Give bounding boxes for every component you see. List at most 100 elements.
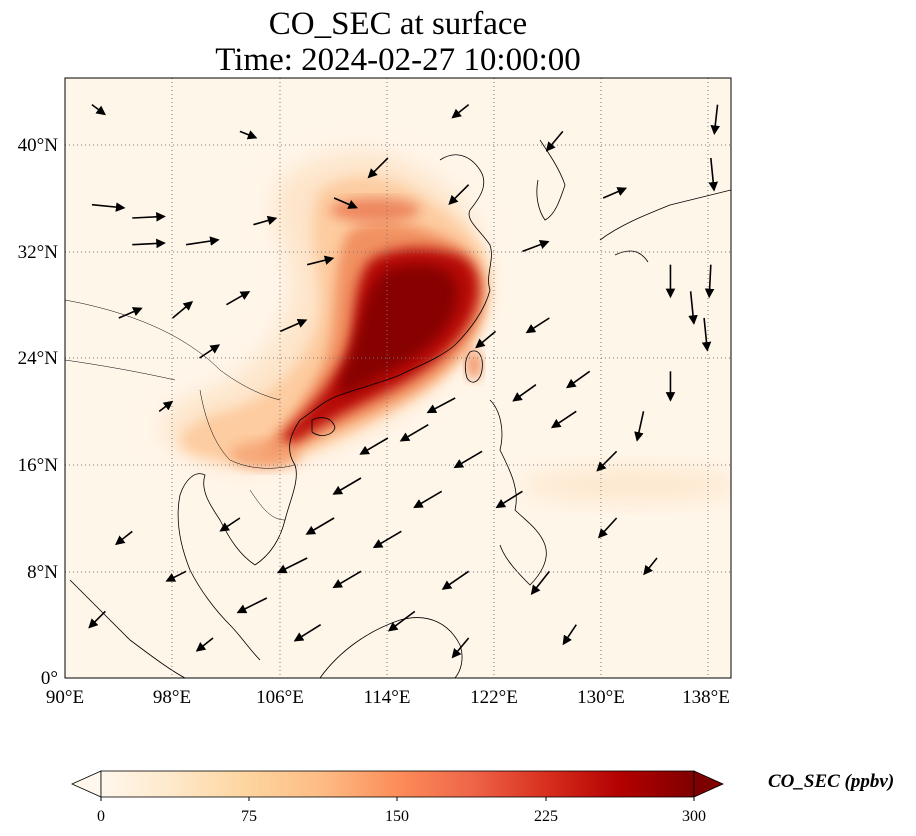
wind-arrow (219, 517, 241, 532)
title-line1: CO_SEC at surface (268, 6, 528, 42)
wind-arrow (332, 477, 362, 495)
wind-arrow (293, 623, 322, 642)
lat-tick-label: 24°N (18, 348, 59, 369)
plume-ocean-band (520, 467, 731, 503)
lon-tick-label: 122°E (470, 687, 518, 708)
wind-vectors (88, 104, 720, 659)
lat-tick-label: 8°N (27, 562, 58, 583)
wind-arrow (596, 450, 618, 472)
map-area (65, 78, 731, 678)
wind-arrow (701, 317, 712, 352)
lat-tick-label: 16°N (18, 455, 59, 476)
wind-arrow (562, 624, 577, 646)
wind-arrow (495, 490, 523, 509)
coastline-philippines (489, 399, 547, 586)
lat-tick-label: 32°N (18, 242, 59, 263)
wind-arrow (132, 212, 166, 222)
coastline-thailand (177, 473, 256, 571)
colorbar-tick-label: 300 (682, 808, 706, 825)
title-line2: Time: 2024-02-27 10:00:00 (215, 42, 581, 78)
coastline-hainan (311, 417, 336, 436)
colorbar-tick-label: 225 (534, 808, 558, 825)
wind-arrow (88, 610, 106, 629)
concentration-field (162, 150, 731, 503)
wind-arrow (359, 437, 389, 455)
wind-arrow (172, 300, 194, 319)
colorbar-extend-max (693, 770, 724, 798)
wind-arrow (372, 530, 402, 549)
wind-arrow (597, 517, 618, 539)
wind-arrow (158, 400, 174, 412)
wind-arrow (475, 330, 497, 349)
lon-tick-label: 114°E (364, 687, 411, 708)
coastline-korea (536, 139, 566, 221)
wind-arrow (236, 597, 268, 614)
wind-arrow (226, 291, 251, 306)
wind-arrow (253, 215, 278, 226)
border-lines (65, 299, 296, 521)
lon-tick-label: 130°E (577, 687, 625, 708)
coastline-malay (189, 569, 261, 661)
wind-arrow (132, 238, 166, 249)
colorbar-tick-label: 0 (97, 808, 105, 825)
wind-arrow (602, 187, 628, 199)
wind-arrow (118, 307, 143, 319)
wind-arrow (451, 104, 470, 119)
wind-arrow (688, 291, 698, 325)
wind-arrow (530, 570, 550, 595)
wind-arrow (306, 255, 335, 266)
wind-arrow (525, 317, 550, 334)
colorbar-gradient (100, 770, 695, 798)
wind-arrow (413, 490, 443, 509)
coastline-indochina (254, 419, 301, 566)
lon-tick-label: 106°E (256, 687, 304, 708)
wind-arrow (634, 411, 645, 442)
wind-arrow (643, 557, 658, 576)
wind-arrow (185, 236, 220, 246)
graticule (65, 78, 731, 678)
coastline-japan (599, 189, 731, 263)
wind-arrow (332, 570, 362, 589)
wind-arrow (115, 530, 133, 546)
lon-tick-label: 98°E (153, 687, 191, 708)
wind-arrow (387, 610, 416, 632)
wind-arrow (91, 104, 106, 116)
coastline-sumatra (69, 579, 186, 678)
plume-peak (339, 264, 458, 396)
axis-labels: 90°E 98°E 106°E 114°E 122°E 130°E 138°E … (18, 135, 730, 708)
colorbar-extend-min (71, 770, 102, 798)
lon-tick-label: 90°E (46, 687, 84, 708)
wind-arrow (399, 423, 429, 442)
plume-vietnam (230, 441, 300, 469)
wind-arrow (276, 557, 308, 574)
coastline-taiwan (464, 350, 483, 383)
wind-arrow (441, 570, 470, 590)
wind-arrow (522, 240, 550, 253)
colorbar: 0 75 150 225 300 (71, 770, 724, 825)
lat-tick-label: 40°N (18, 135, 59, 156)
wind-arrow (708, 157, 718, 192)
wind-arrow (367, 157, 389, 179)
wind-arrow (333, 197, 358, 209)
wind-arrow (279, 318, 308, 333)
wind-arrow (239, 130, 258, 140)
coastline-china (299, 154, 492, 421)
wind-arrow (448, 184, 470, 205)
lat-tick-label: 0° (41, 668, 58, 689)
colorbar-label: CO_SEC (ppbv) (768, 771, 895, 792)
wind-arrow (512, 384, 537, 402)
colorbar-tick-label: 75 (241, 808, 257, 825)
wind-arrow (91, 202, 126, 212)
coastline-borneo (319, 617, 463, 678)
wind-arrow (566, 370, 591, 389)
colorbar-tick-label: 150 (385, 808, 409, 825)
wind-arrow (165, 570, 187, 582)
wind-arrow (550, 410, 577, 429)
lon-tick-label: 138°E (682, 687, 730, 708)
wind-arrow (305, 517, 335, 535)
coastlines (65, 139, 731, 678)
wind-arrow (704, 264, 715, 299)
wind-arrow (195, 637, 214, 652)
map-frame (64, 77, 732, 679)
